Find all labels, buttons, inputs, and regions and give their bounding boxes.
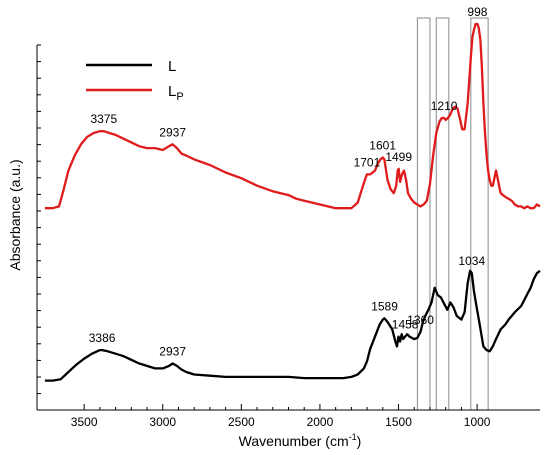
series-layer [44,22,541,382]
peak-label: 3375 [90,112,117,126]
x-tick-label: 3000 [149,415,176,429]
peak-label: 998 [467,5,487,19]
x-tick-label: 1000 [464,415,491,429]
plot-frame [36,44,540,411]
peak-label: 1360 [407,313,434,327]
peak-label: 2937 [159,344,186,358]
x-axis-title: Wavenumber (cm-1) [239,432,362,449]
x-tick-label: 1500 [385,415,412,429]
y-axis-title: Absorbance (a.u.) [7,159,23,270]
legend-label-l: L [168,58,176,75]
peak-label: 1601 [369,138,396,152]
legend: L LP [86,58,184,103]
highlight-band [416,17,431,411]
peak-label: 1589 [371,299,398,313]
peak-label: 1701 [354,155,381,169]
legend-label-lp: LP [168,83,184,103]
peak-label: 1034 [458,254,485,268]
highlight-band [435,17,450,411]
highlight-bands [416,17,489,411]
x-tick-label: 2500 [228,415,255,429]
highlight-band [470,17,489,411]
series-line-lp [44,22,541,210]
peak-label: 1210 [431,99,458,113]
peak-label: 1458 [392,318,419,332]
series-line-l [44,269,541,382]
x-tick-label: 2000 [307,415,334,429]
axis-ticks: 3500 3000 2500 2000 1500 1000 [71,404,491,429]
peak-label: 3386 [89,331,116,345]
peak-label: 2937 [159,125,186,139]
x-tick-label: 3500 [71,415,98,429]
peak-label: 1499 [385,150,412,164]
